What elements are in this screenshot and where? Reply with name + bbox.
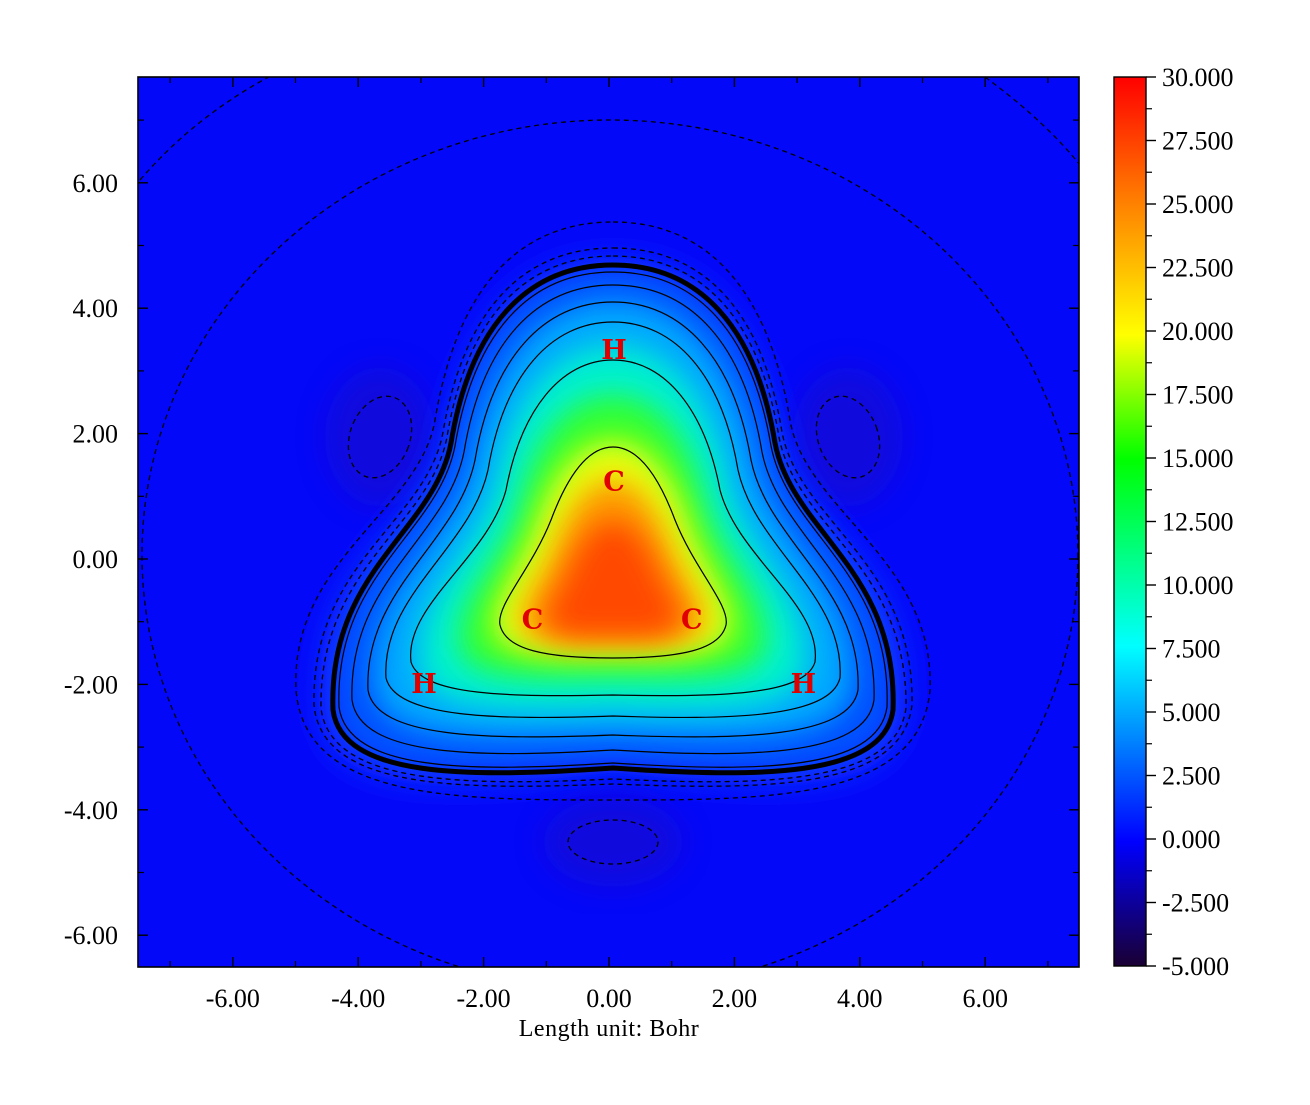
colorbar-tick-label: 22.500: [1162, 254, 1234, 283]
colorbar-tick-label: 30.000: [1162, 63, 1234, 92]
x-axis-title: Length unit: Bohr: [519, 1016, 699, 1042]
atom-label-h: H: [791, 669, 817, 700]
colorbar-tick-label: 15.000: [1162, 444, 1234, 473]
thick-zero-contour: [330, 262, 896, 776]
colorbar-gradient-bar: [1113, 76, 1147, 967]
y-axis: -6.00 -4.00 -2.00 0.00 2.00 4.00 6.00: [64, 119, 1079, 950]
y-tick-label: 0.00: [73, 545, 119, 574]
x-tick-label: 6.00: [962, 984, 1008, 1013]
atom-label-c: C: [603, 467, 625, 498]
x-tick-label: 2.00: [712, 984, 758, 1013]
molecule-negative-contour-3: [320, 255, 907, 783]
colorbar-tick-label: 2.500: [1162, 762, 1221, 791]
colorbar: 30.000 27.500 25.000 22.500 20.000 17.500 15.0…: [1113, 63, 1234, 981]
colorbar-tick-label: -5.000: [1162, 952, 1229, 981]
colorbar-ticks: 30.000 27.500 25.000 22.500 20.000 17.500 15.0…: [1146, 63, 1234, 981]
atom-label-c: C: [522, 605, 544, 636]
inner-contour: [499, 446, 727, 659]
x-tick-label: 0.00: [586, 984, 632, 1013]
molecule-negative-contour-2: [313, 247, 913, 787]
y-tick-label: -4.00: [64, 796, 118, 825]
outer-negative-contour: [139, 77, 1079, 181]
colorbar-tick-label: 17.500: [1162, 381, 1234, 410]
y-tick-label: -2.00: [64, 670, 118, 699]
colorbar-tick-label: -2.500: [1162, 889, 1229, 918]
atom-label-h: H: [601, 335, 627, 366]
basin-contour-bottom: [567, 819, 659, 865]
basin-contour-right: [815, 395, 881, 479]
y-tick-label: 6.00: [73, 169, 119, 198]
atom-label-h: H: [411, 669, 437, 700]
colorbar-tick-label: 12.500: [1162, 508, 1234, 537]
colorbar-tick-label: 7.500: [1162, 635, 1221, 664]
y-tick-label: -6.00: [64, 921, 118, 950]
colorbar-tick-label: 25.000: [1162, 190, 1234, 219]
colorbar-tick-label: 27.500: [1162, 127, 1234, 156]
colorbar-tick-label: 0.000: [1162, 825, 1221, 854]
positive-contours: [330, 262, 896, 776]
x-tick-label: -2.00: [457, 984, 511, 1013]
y-tick-label: 2.00: [73, 420, 119, 449]
atom-label-c: C: [681, 605, 703, 636]
plot-area: C C C H H H: [138, 77, 1079, 967]
x-tick-label: -4.00: [331, 984, 385, 1013]
colorbar-tick-label: 5.000: [1162, 698, 1221, 727]
y-tick-label: 4.00: [73, 294, 119, 323]
negative-contours: [139, 77, 1079, 967]
large-negative-contour: [141, 119, 1079, 967]
colorbar-tick-label: 10.000: [1162, 571, 1234, 600]
x-axis: -6.00 -4.00 -2.00 0.00 2.00 4.00 6.00: [169, 77, 1049, 1013]
x-tick-label: -6.00: [206, 984, 260, 1013]
x-tick-label: 4.00: [837, 984, 883, 1013]
molecule-negative-contour-1: [295, 221, 931, 801]
basin-contour-left: [347, 395, 413, 479]
colorbar-tick-label: 20.000: [1162, 317, 1234, 346]
atom-labels: C C C H H H: [411, 335, 816, 700]
